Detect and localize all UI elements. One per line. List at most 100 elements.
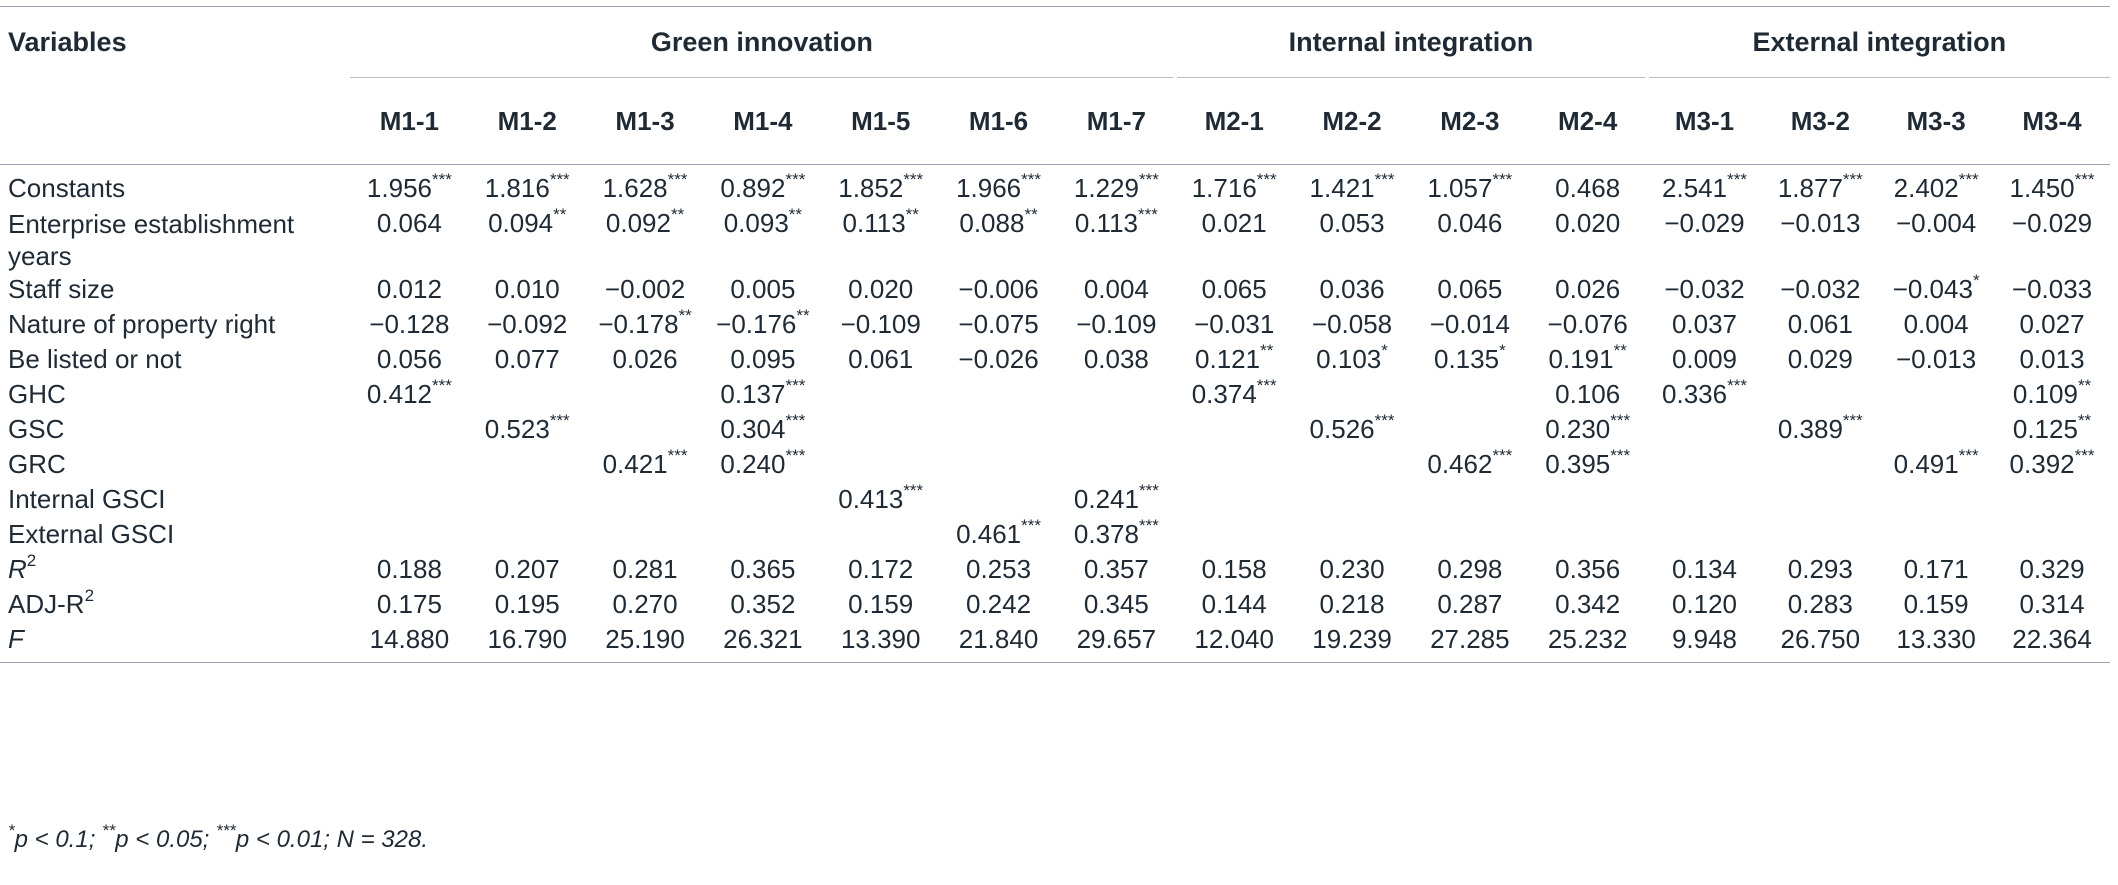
top-rule [0, 6, 2110, 7]
significance-stars: *** [1374, 411, 1395, 431]
cell-value: 0.137 [720, 379, 786, 409]
table-cell: −0.092 [468, 307, 586, 342]
cell-value: 0.026 [612, 344, 678, 374]
table-cell: 0.056 [350, 342, 468, 377]
cell-value: 0.093 [723, 208, 789, 238]
cell-value: 0.421 [602, 449, 668, 479]
cell-value: 0.253 [966, 554, 1032, 584]
cell-value: 27.285 [1430, 624, 1510, 654]
cell-value: −0.014 [1429, 309, 1510, 339]
cell-value: 13.330 [1896, 624, 1976, 654]
table-cell [350, 517, 468, 552]
table-cell: 25.232 [1528, 622, 1647, 663]
cell-value: 0.304 [720, 414, 786, 444]
cell-value: 0.064 [376, 208, 442, 238]
footnote-stars: * [8, 821, 15, 840]
table-cell [822, 517, 940, 552]
table-cell: 0.144 [1175, 587, 1293, 622]
cell-value: 0.061 [1787, 309, 1853, 339]
table-cell: 0.412*** [350, 377, 468, 412]
table-cell: 0.253 [940, 552, 1058, 587]
cell-value: 21.840 [958, 624, 1039, 654]
table-row: Internal GSCI 0.413*** 0.241*** [0, 482, 2110, 517]
table-cell: 0.037 [1647, 307, 1763, 342]
table-cell: 0.046 [1411, 206, 1529, 272]
cell-value: −0.006 [958, 274, 1039, 304]
table-cell: 0.892*** [704, 165, 822, 207]
table-cell: 0.088** [940, 206, 1058, 272]
cell-value: 0.356 [1555, 554, 1621, 584]
table-cell: 25.190 [586, 622, 704, 663]
cell-value: 0.113 [842, 208, 906, 238]
table-row: GSC 0.523*** 0.304*** 0.526*** 0.230*** 0.389… [0, 412, 2110, 447]
group-header-row: Variables Green innovation Internal integ… [0, 7, 2110, 78]
table-cell: −0.032 [1647, 272, 1763, 307]
table-cell: 26.750 [1762, 622, 1879, 663]
table-cell: 0.061 [1762, 307, 1878, 342]
table-cell: 0.281 [586, 552, 704, 587]
cell-value: 0.013 [2019, 344, 2085, 374]
model-header: M1-5 [821, 77, 940, 165]
cell-value: 0.121 [1195, 344, 1261, 374]
table-cell: −0.002 [586, 272, 704, 307]
table-cell [1529, 482, 1647, 517]
significance-stars: ** [1260, 341, 1274, 361]
variable-label: Internal GSCI [8, 484, 166, 514]
variable-label: F [8, 624, 24, 654]
cell-value: 1.852 [838, 173, 904, 203]
variable-label: GSC [8, 414, 65, 444]
cell-value: 19.239 [1312, 624, 1392, 654]
table-cell: −0.026 [940, 342, 1058, 377]
cell-value: 0.461 [956, 519, 1022, 549]
table-cell: 0.106 [1529, 377, 1647, 412]
cell-value: −0.013 [1780, 208, 1861, 238]
table-cell: 0.395*** [1529, 447, 1647, 482]
significance-stars: *** [1138, 481, 1159, 501]
group-header: External integration [1644, 7, 2110, 78]
table-cell: 0.158 [1175, 552, 1293, 587]
cell-value: 0.056 [376, 344, 442, 374]
table-row: ADJ-R2 0.175 0.195 0.270 0.352 0.159 0.242 0.34… [0, 587, 2110, 622]
model-header: M2-2 [1293, 77, 1411, 165]
significance-stars: *** [1256, 170, 1277, 190]
table-cell: 0.093** [704, 206, 822, 272]
significance-stars: *** [785, 170, 806, 190]
cell-value: 9.948 [1671, 624, 1738, 654]
cell-value: 1.966 [956, 173, 1022, 203]
table-cell [1411, 412, 1529, 447]
cell-value: 0.120 [1671, 589, 1738, 619]
cell-value: 0.329 [2019, 554, 2085, 584]
table-cell [1293, 377, 1411, 412]
table-cell: 0.378*** [1057, 517, 1175, 552]
model-header: M1-3 [586, 77, 704, 165]
table-cell [704, 482, 822, 517]
table-cell: 2.402*** [1878, 165, 1994, 207]
table-cell: 1.956*** [350, 165, 468, 207]
cell-value: 0.109 [2012, 379, 2078, 409]
table-cell: 0.113** [822, 206, 940, 272]
cell-value: 14.880 [369, 624, 450, 654]
model-header: M1-1 [350, 77, 469, 165]
cell-value: 0.491 [1893, 449, 1959, 479]
cell-value: 0.892 [720, 173, 786, 203]
table-cell: 0.159 [822, 587, 940, 622]
table-row: Constants 1.956*** 1.816*** 1.628*** 0.892**… [0, 165, 2110, 207]
table-cell: 12.040 [1175, 622, 1294, 663]
table-cell [704, 517, 822, 552]
cell-value: 1.956 [366, 173, 432, 203]
significance-stars: ** [678, 306, 692, 326]
table-cell: 13.330 [1878, 622, 1995, 663]
significance-stars: ** [2077, 411, 2092, 431]
table-cell: 0.270 [586, 587, 704, 622]
table-cell: 0.012 [350, 272, 468, 307]
table-cell [1057, 377, 1175, 412]
table-cell: 0.121** [1175, 342, 1293, 377]
cell-value: −0.075 [958, 309, 1039, 339]
cell-value: 0.365 [730, 554, 796, 584]
cell-value: 0.026 [1555, 274, 1621, 304]
table-cell [1411, 377, 1529, 412]
table-cell [1994, 482, 2110, 517]
cell-value: 0.065 [1201, 274, 1267, 304]
table-cell: 0.298 [1411, 552, 1529, 587]
model-header: M1-7 [1057, 77, 1176, 165]
